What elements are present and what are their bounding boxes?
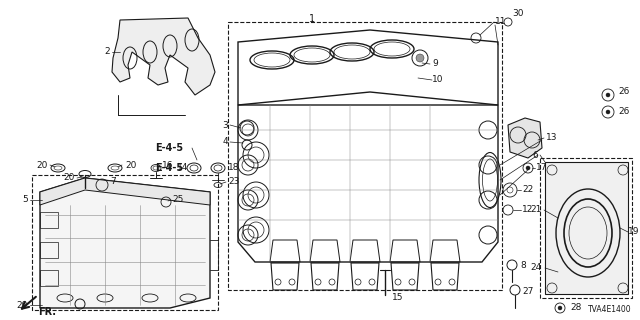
Circle shape: [606, 93, 610, 97]
Text: 23: 23: [228, 178, 239, 187]
Text: 21: 21: [531, 205, 542, 214]
Bar: [228, 22, 502, 290]
Text: 25: 25: [172, 196, 184, 204]
Text: 18: 18: [228, 164, 239, 172]
Text: 13: 13: [546, 133, 557, 142]
Text: TVA4E1400: TVA4E1400: [588, 305, 632, 314]
Text: 5: 5: [22, 196, 28, 204]
Text: 19: 19: [628, 228, 639, 236]
Text: 8: 8: [520, 260, 525, 269]
Text: 10: 10: [432, 76, 444, 84]
Polygon shape: [112, 18, 215, 95]
Text: 15: 15: [392, 293, 403, 302]
Polygon shape: [40, 178, 210, 205]
Circle shape: [558, 306, 562, 310]
Text: 7: 7: [110, 178, 116, 187]
Text: 27: 27: [522, 287, 533, 297]
Text: 20: 20: [125, 161, 136, 170]
Text: 17: 17: [536, 164, 547, 172]
Circle shape: [526, 166, 530, 170]
Text: E-4-5: E-4-5: [155, 143, 183, 153]
Text: 6: 6: [532, 150, 538, 159]
Circle shape: [606, 110, 610, 114]
Text: 4: 4: [222, 138, 228, 147]
Text: 29: 29: [17, 300, 28, 309]
Text: 30: 30: [512, 10, 524, 19]
Text: 20: 20: [63, 173, 75, 182]
Text: 20: 20: [36, 161, 48, 170]
Text: 12: 12: [522, 205, 533, 214]
Text: 16: 16: [162, 161, 173, 170]
Text: 11: 11: [495, 18, 506, 27]
Text: 2: 2: [104, 47, 110, 57]
Text: 1: 1: [309, 14, 315, 24]
Bar: [32, 175, 218, 310]
Text: E-4-5: E-4-5: [155, 163, 183, 173]
Polygon shape: [40, 178, 210, 308]
Bar: [540, 158, 632, 298]
Circle shape: [416, 54, 424, 62]
Text: 3: 3: [222, 121, 228, 130]
Text: 22: 22: [522, 186, 533, 195]
Polygon shape: [545, 162, 628, 294]
Text: 26: 26: [618, 87, 629, 97]
Text: 9: 9: [432, 60, 438, 68]
Text: 14: 14: [177, 164, 188, 172]
Text: 26: 26: [618, 108, 629, 116]
Text: 28: 28: [570, 303, 581, 313]
Text: FR.: FR.: [38, 307, 56, 317]
Text: 24: 24: [531, 263, 542, 273]
Polygon shape: [508, 118, 542, 158]
